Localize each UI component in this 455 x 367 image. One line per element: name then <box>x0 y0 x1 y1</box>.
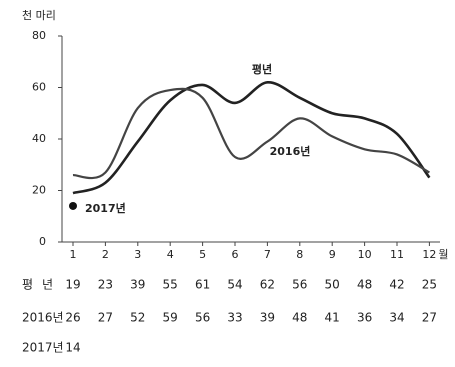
x-tick-label: 2 <box>102 248 109 261</box>
x-tick-label: 4 <box>167 248 174 261</box>
table-cell: 34 <box>389 311 404 325</box>
table-cell: 41 <box>325 311 340 325</box>
table-cell: 61 <box>195 278 210 292</box>
line <box>72 87 430 180</box>
table-cell: 54 <box>227 278 242 292</box>
table-cell: 33 <box>227 311 242 325</box>
line <box>72 81 431 195</box>
point <box>69 201 77 210</box>
x-tick-label: 12 <box>422 248 436 261</box>
y-tick-label: 60 <box>32 81 46 94</box>
y-tick-label: 40 <box>32 132 46 145</box>
series-label: 2017년 <box>85 201 126 215</box>
table-cell: 36 <box>357 311 372 325</box>
table-cell: 23 <box>98 278 113 292</box>
series-label: 평년 <box>252 62 272 76</box>
table-cell: 14 <box>65 341 80 355</box>
y-tick-label: 0 <box>39 235 46 248</box>
x-tick-label: 8 <box>296 248 303 261</box>
x-tick-label: 11 <box>390 248 404 261</box>
table-cell: 25 <box>422 278 437 292</box>
y-tick-label: 20 <box>32 184 46 197</box>
table-cell: 48 <box>357 278 372 292</box>
table-cell: 52 <box>130 311 145 325</box>
x-unit: 월 <box>438 248 448 261</box>
y-tick-label: 80 <box>32 29 46 42</box>
x-tick-label: 7 <box>264 248 271 261</box>
table-cell: 39 <box>260 311 275 325</box>
table-cell: 55 <box>163 278 178 292</box>
series-label: 2016년 <box>270 144 311 158</box>
table-cell: 27 <box>422 311 437 325</box>
x-tick-label: 10 <box>358 248 372 261</box>
x-tick-label: 3 <box>134 248 141 261</box>
table-cell: 62 <box>260 278 275 292</box>
row-label: 2017년 <box>22 341 64 355</box>
row-label: 평년 <box>22 278 62 292</box>
table-cell: 59 <box>163 311 178 325</box>
table-cell: 39 <box>130 278 145 292</box>
x-tick-label: 9 <box>329 248 336 261</box>
table-cell: 56 <box>292 278 307 292</box>
row-label: 2016년 <box>22 311 64 325</box>
table-cell: 19 <box>65 278 80 292</box>
table-cell: 42 <box>389 278 404 292</box>
table-cell: 27 <box>98 311 113 325</box>
table-cell: 56 <box>195 311 210 325</box>
x-tick-label: 5 <box>199 248 206 261</box>
table-cell: 50 <box>325 278 340 292</box>
x-tick-label: 1 <box>70 248 77 261</box>
table-cell: 26 <box>65 311 80 325</box>
table-cell: 48 <box>292 311 307 325</box>
x-tick-label: 6 <box>232 248 239 261</box>
y-unit: 천 마리 <box>22 8 56 22</box>
